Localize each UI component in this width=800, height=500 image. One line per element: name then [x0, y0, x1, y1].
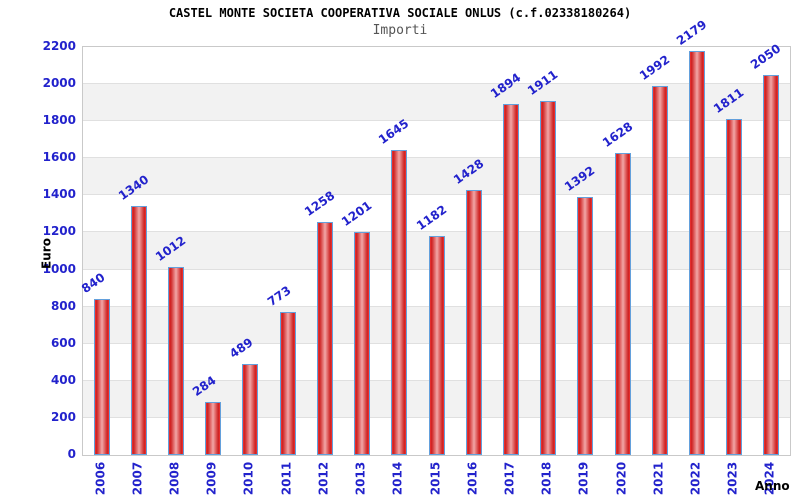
gridline	[83, 157, 790, 159]
x-tick-label: 2006	[93, 461, 108, 496]
bar	[354, 232, 371, 455]
bar	[465, 190, 482, 455]
bar	[688, 51, 705, 455]
x-tick-label: 2011	[279, 461, 294, 496]
bar	[763, 75, 780, 455]
bar	[577, 197, 594, 455]
x-tick-label: 2008	[167, 461, 182, 496]
y-tick-label: 800	[50, 298, 76, 313]
bar-value-label: 1182	[413, 202, 449, 233]
x-tick-label: 2021	[651, 461, 666, 496]
x-tick-label: 2023	[725, 461, 740, 496]
bar	[651, 86, 668, 455]
gridline	[83, 231, 790, 233]
y-tick-label: 1800	[42, 113, 76, 128]
y-tick-label: 1600	[42, 150, 76, 165]
x-tick-label: 2012	[316, 461, 331, 496]
x-tick-label: 2014	[390, 461, 405, 496]
x-axis-title: Anno	[755, 479, 790, 493]
bar	[540, 101, 557, 455]
x-tick-label: 2017	[502, 461, 517, 496]
x-tick-label: 2009	[204, 461, 219, 496]
bar	[614, 153, 631, 455]
bar	[242, 364, 259, 455]
x-tick-label: 2020	[614, 461, 629, 496]
bar-value-label: 1628	[599, 119, 635, 150]
y-tick-label: 0	[67, 447, 76, 461]
x-tick-label: 2022	[688, 461, 703, 496]
plot-band	[83, 158, 790, 196]
bar-value-label: 1201	[339, 198, 375, 229]
y-tick-label: 400	[50, 372, 76, 387]
bar	[279, 312, 296, 455]
y-tick-label: 200	[50, 409, 76, 424]
bar	[428, 236, 445, 455]
bar-value-label: 2050	[748, 41, 784, 72]
y-tick-label: 600	[50, 335, 76, 350]
x-tick-label: 2019	[576, 461, 591, 496]
y-tick-label: 1400	[42, 187, 76, 202]
x-tick-label: 2015	[428, 461, 442, 496]
bar-value-label: 840	[78, 270, 108, 296]
x-tick-label: 2018	[539, 461, 554, 496]
bar	[316, 222, 333, 455]
gridline	[83, 120, 790, 122]
bar	[726, 119, 743, 455]
bar	[168, 267, 185, 455]
plot-band	[83, 84, 790, 122]
y-tick-label: 2200	[42, 39, 76, 53]
x-tick-label: 2013	[353, 461, 368, 496]
bar	[130, 206, 147, 455]
bar-value-label: 1645	[376, 116, 412, 147]
y-tick-label: 1200	[42, 224, 76, 239]
x-tick-label: 2007	[130, 461, 145, 496]
chart-subtitle: Importi	[372, 23, 428, 38]
bar	[205, 402, 222, 455]
gridline	[83, 194, 790, 196]
bar	[391, 150, 408, 455]
plot-area: 840 1340 1012 284 489 773 1258 1201 1645 1182 1428…	[78, 17, 791, 456]
gridline	[83, 83, 790, 85]
y-tick-label: 2000	[42, 76, 76, 91]
bar	[93, 299, 110, 455]
y-tick-label: 1000	[42, 261, 76, 276]
bar-value-label: 1992	[636, 52, 673, 83]
y-axis-title: Euro	[39, 238, 54, 269]
x-tick-label: 2010	[241, 461, 256, 496]
bar	[502, 104, 519, 455]
chart-title: CASTEL MONTE SOCIETA COOPERATIVA SOCIALE…	[168, 6, 632, 20]
x-tick-label: 2016	[465, 461, 480, 496]
